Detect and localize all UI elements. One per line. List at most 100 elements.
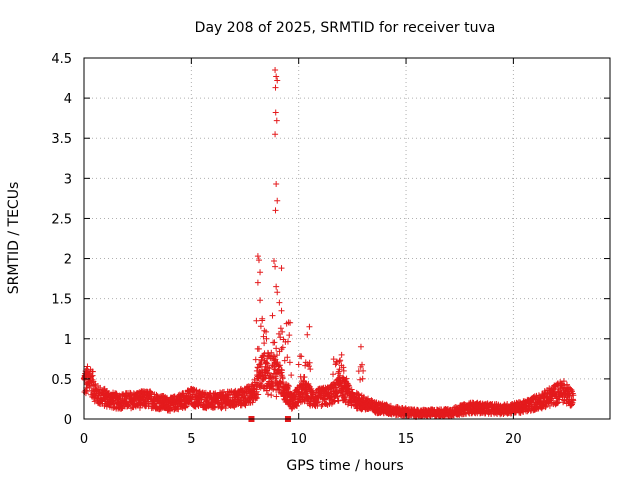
y-tick-label: 4 [64, 92, 72, 107]
data-point [284, 354, 291, 361]
x-tick-label: 5 [187, 432, 195, 447]
data-point [306, 359, 313, 366]
peak-point [272, 263, 279, 270]
data-point [271, 339, 278, 346]
y-tick-label: 3 [64, 172, 72, 187]
data-point [272, 375, 279, 382]
data-point [318, 402, 325, 409]
data-point [342, 380, 349, 387]
data-point [275, 369, 282, 376]
peak-point [254, 253, 261, 260]
data-point [286, 359, 293, 366]
data-point [97, 384, 104, 391]
x-tick-label: 15 [398, 432, 415, 447]
peak-point [276, 299, 283, 306]
data-point [257, 323, 264, 330]
x-tick-label: 0 [80, 432, 88, 447]
data-point [219, 403, 226, 410]
data-point [337, 383, 344, 390]
data-point [339, 377, 346, 384]
peak-point [340, 367, 347, 374]
x-axis-label: GPS time / hours [286, 458, 403, 474]
peak-point [274, 197, 281, 204]
data-point [315, 398, 322, 405]
y-tick-label: 1 [64, 333, 72, 348]
data-point [337, 357, 344, 364]
data-point [274, 352, 281, 359]
data-point [275, 362, 282, 369]
data-point [348, 386, 355, 393]
peak-point [272, 207, 279, 214]
y-tick-label: 2 [64, 253, 72, 268]
chart-title: Day 208 of 2025, SRMTID for receiver tuv… [195, 20, 496, 36]
data-point [255, 345, 262, 352]
data-point [286, 332, 293, 339]
data-point [277, 334, 284, 341]
data-point [264, 360, 271, 367]
y-tick-label: 3.5 [51, 132, 72, 147]
data-point [210, 404, 217, 411]
data-point [344, 385, 351, 392]
peak-point [272, 67, 279, 74]
peak-point [273, 283, 280, 290]
y-tick-label: 4.5 [51, 52, 72, 67]
data-point [331, 395, 338, 402]
data-point [279, 344, 286, 351]
peak-point [255, 257, 262, 264]
data-point [148, 390, 155, 397]
data-point [255, 364, 262, 371]
data-point [124, 402, 131, 409]
peak-point [254, 279, 261, 286]
data-point [261, 340, 268, 347]
peak-point [336, 358, 343, 365]
x-tick-label: 20 [505, 432, 522, 447]
data-point [298, 389, 305, 396]
data-point [89, 368, 96, 375]
data-point [255, 391, 262, 398]
data-point [298, 353, 305, 360]
peak-point [357, 343, 364, 350]
data-point [358, 395, 365, 402]
data-point [568, 386, 575, 393]
data-point [288, 372, 295, 379]
data-point [254, 395, 261, 402]
peak-point [273, 345, 280, 352]
data-point [261, 368, 268, 375]
data-point [359, 361, 366, 368]
data-point [265, 364, 272, 371]
data-point [257, 369, 264, 376]
peak-point [272, 84, 279, 91]
data-point [546, 402, 553, 409]
data-point [264, 391, 271, 398]
data-point [258, 354, 265, 361]
data-point [301, 374, 308, 381]
data-point [248, 382, 255, 389]
data-point [294, 402, 301, 409]
y-tick-label: 0.5 [51, 373, 72, 388]
data-point [300, 394, 307, 401]
peak-point [272, 109, 279, 116]
peak-point [304, 331, 311, 338]
data-point [262, 363, 269, 370]
data-point [82, 376, 89, 383]
data-point [136, 404, 143, 411]
data-point [305, 363, 312, 370]
data-point [277, 325, 284, 332]
ticks: 0 0.5 1 1.5 2 2.5 3 3.5 4 4.5 0 5 10 15 20 [51, 52, 610, 447]
data-point [272, 360, 279, 367]
data-point [268, 385, 275, 392]
data-point [252, 356, 259, 363]
peak-point [272, 131, 279, 138]
data-point [266, 378, 273, 385]
data-point [274, 367, 281, 374]
peak-point [287, 319, 294, 326]
peak-point [278, 265, 285, 272]
y-tick-label: 0 [64, 413, 72, 428]
y-tick-label: 1.5 [51, 293, 72, 308]
data-point [332, 361, 339, 368]
data-point [334, 380, 341, 387]
data-point [212, 404, 219, 411]
data-point [88, 373, 95, 380]
peak-point [274, 77, 281, 84]
